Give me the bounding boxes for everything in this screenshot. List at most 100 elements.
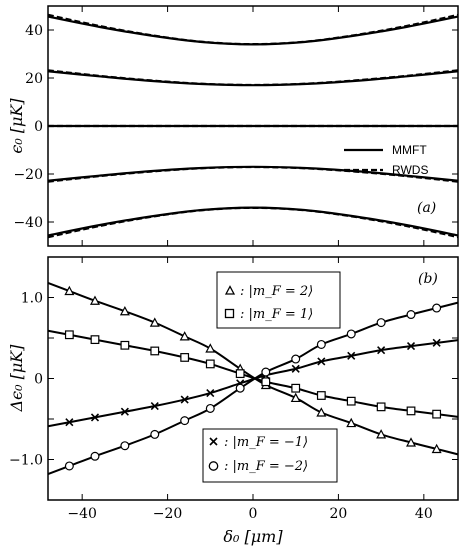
square-marker: [235, 369, 245, 379]
panel-a-legend: MMFT RWDS: [344, 143, 428, 177]
circle-marker: [235, 383, 245, 393]
circle-marker: [346, 329, 356, 339]
triangle-marker: [290, 392, 301, 403]
panel-a-curves: [47, 13, 459, 239]
square-marker: [406, 406, 416, 416]
mmft-curve: [47, 15, 459, 46]
circle-marker: [406, 310, 416, 320]
mmft-curve: [47, 70, 459, 87]
square-marker: [64, 330, 74, 340]
triangle-marker: [119, 305, 130, 316]
triangle-marker: [376, 429, 387, 439]
x-marker: [377, 346, 386, 355]
circle-marker: [150, 429, 160, 439]
x-marker: [65, 418, 74, 427]
x-series-line: [47, 339, 459, 428]
square-marker: [150, 346, 160, 356]
x-tick-label: 0: [249, 506, 258, 522]
circle-marker: [316, 339, 326, 349]
y-tick-label: 1.0: [21, 291, 43, 307]
legend-mfm1-label: : |m_F = −1⟩: [224, 435, 308, 450]
x-tick-label: 40: [415, 506, 433, 522]
y-tick-label: −20: [13, 167, 43, 183]
panel-b-legend-upper: : |m_F = 2⟩ : |m_F = 1⟩: [216, 271, 341, 329]
square-marker: [120, 340, 130, 350]
x-marker: [291, 364, 300, 373]
y-tick-label: −1.0: [9, 453, 43, 469]
square-marker: [205, 359, 215, 369]
x-marker: [90, 413, 100, 422]
legend-square-marker: [224, 308, 235, 319]
x-marker: [317, 357, 326, 366]
panel-a-label: (a): [417, 200, 436, 216]
square-marker: [180, 353, 190, 362]
triangle-marker: [89, 295, 100, 305]
triangle-marker: [149, 317, 160, 327]
circle-marker: [90, 451, 100, 461]
panel-b-xlabel: δ₀ [μm]: [223, 527, 283, 546]
rwds-curve: [47, 13, 459, 46]
legend-mmft-label: MMFT: [392, 143, 427, 157]
square-marker: [90, 335, 100, 345]
legend-x-marker: [209, 437, 218, 446]
panel-a-ticks: −40 −20 0 20 40: [13, 6, 458, 246]
circle-marker: [64, 461, 74, 471]
mmft-curve: [47, 206, 459, 237]
x-marker: [120, 407, 129, 416]
y-tick-label: −40: [13, 215, 43, 231]
panel-b-ticks: −1.0 0 1.0 −40 −20 0 20 40: [9, 257, 458, 522]
x-tick-label: 20: [330, 506, 348, 522]
y-tick-label: 0: [34, 372, 43, 388]
y-tick-label: 40: [25, 23, 43, 39]
square-marker: [291, 383, 301, 393]
x-tick-label: −40: [67, 506, 97, 522]
triangle-marker: [431, 443, 442, 454]
x-tick-label: −20: [153, 506, 183, 522]
triangle-marker: [316, 407, 327, 417]
triangle-marker: [179, 331, 190, 341]
legend-mf2-label: : |m_F = 2⟩: [240, 284, 313, 299]
panel-b-ylabel: Δϵ₀ [μK]: [7, 344, 26, 413]
square-series-line: [47, 329, 459, 418]
panel-b-label: (b): [418, 271, 438, 287]
x-marker: [406, 342, 416, 351]
circle-marker: [432, 303, 442, 313]
legend-upper-box: [216, 271, 341, 329]
panel-a-ylabel: ϵ₀ [μK]: [7, 98, 26, 154]
legend-triangle-marker: [224, 285, 236, 295]
y-tick-label: 0: [34, 119, 43, 135]
square-marker: [346, 396, 356, 406]
x-marker: [347, 351, 356, 360]
triangle-marker: [64, 285, 75, 296]
circle-series-line: [47, 301, 459, 476]
legend-lower-box: [202, 428, 338, 483]
x-marker: [432, 338, 441, 347]
circle-marker: [120, 441, 130, 451]
triangle-marker: [205, 343, 216, 353]
square-marker: [432, 409, 442, 419]
triangle-marker: [346, 417, 357, 428]
x-marker: [206, 389, 215, 398]
triangle-marker: [406, 437, 417, 447]
rwds-curve: [47, 206, 459, 239]
rwds-curve: [47, 69, 459, 87]
rwds-curve: [47, 165, 459, 183]
panel-a: −40 −20 0 20 40 (a) MMFT RWDS ϵ₀ [μK]: [7, 5, 459, 247]
y-tick-label: 20: [25, 71, 43, 87]
square-marker: [261, 377, 271, 387]
panel-b: −1.0 0 1.0 −40 −20 0 20 40 (b) : |m_F = 2⟩ : |m…: [7, 256, 459, 546]
legend-mf1-label: : |m_F = 1⟩: [240, 307, 313, 322]
circle-marker: [291, 354, 301, 364]
panel-b-legend-lower: : |m_F = −1⟩ : |m_F = −2⟩: [202, 428, 338, 483]
legend-rwds-label: RWDS: [392, 163, 428, 177]
circle-marker: [376, 318, 386, 328]
x-marker: [150, 401, 159, 411]
circle-marker: [205, 403, 215, 413]
legend-mfm2-label: : |m_F = −2⟩: [224, 459, 308, 474]
x-marker: [180, 395, 189, 404]
square-marker: [316, 391, 326, 400]
square-marker: [376, 402, 386, 412]
circle-marker: [261, 367, 271, 377]
panel-b-curves: [47, 281, 459, 476]
